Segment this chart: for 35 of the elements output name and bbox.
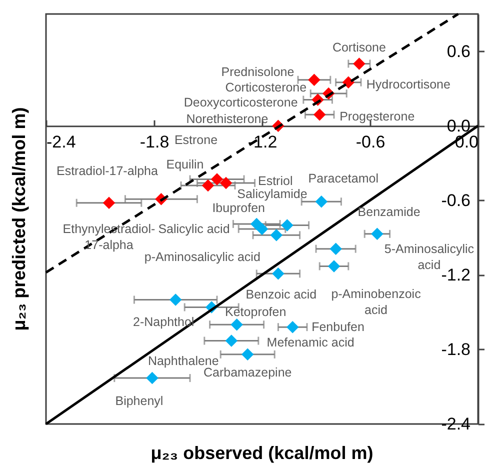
annotation: Biphenyl [115,394,164,408]
annotation: Estradiol-17-alpha [56,164,158,178]
y-axis-title: μ₂₃ predicted (kcal/mol m) [9,107,29,331]
annotation: Ibuprofen [212,200,266,215]
annotation: p-Aminobenzoic acid [331,287,421,318]
annotation: Fenbufen [312,320,364,334]
annotation: Mefenamic acid [266,336,354,350]
annotation: p-Aminosalicylic acid [144,250,260,264]
y-tick-label: 0.6 [446,42,470,61]
y-tick-label: -1.8 [441,340,470,359]
annotation: Estrone [174,133,218,148]
annotation: Benzoic acid [246,288,317,302]
annotation: Prednisolone [221,64,294,79]
x-axis-title: μ₂₃ observed (kcal/mol m) [150,443,374,463]
annotation: Corticosterone [225,80,307,95]
annotation: Equilin [166,157,204,172]
annotation: Cortisone [332,40,386,55]
x-tick-label: -2.4 [46,132,76,152]
y-tick-label: -0.6 [441,190,470,210]
annotation: Estriol [258,174,293,188]
annotation: Paracetamol [308,172,378,186]
annotation: Benzamide [358,204,420,219]
annotation: Ketoprofen [225,305,286,320]
annotation: Naphthalene [148,354,219,368]
annotation: Hydrocortisone [366,77,451,92]
annotation: Deoxycorticosterone [184,96,298,110]
annotation: Carbamazepine [203,365,292,380]
annotation: Progesterone [340,110,415,124]
annotation: 2-Naphthol [133,314,194,329]
x-tick-label: -1.2 [248,132,278,152]
x-tick-label: -0.6 [356,132,386,152]
annotation: Salicylamide [237,187,308,202]
annotation: Salicylic acid [158,222,230,236]
x-tick-label: -1.8 [140,132,170,152]
annotation: Norethisterone [186,112,268,126]
